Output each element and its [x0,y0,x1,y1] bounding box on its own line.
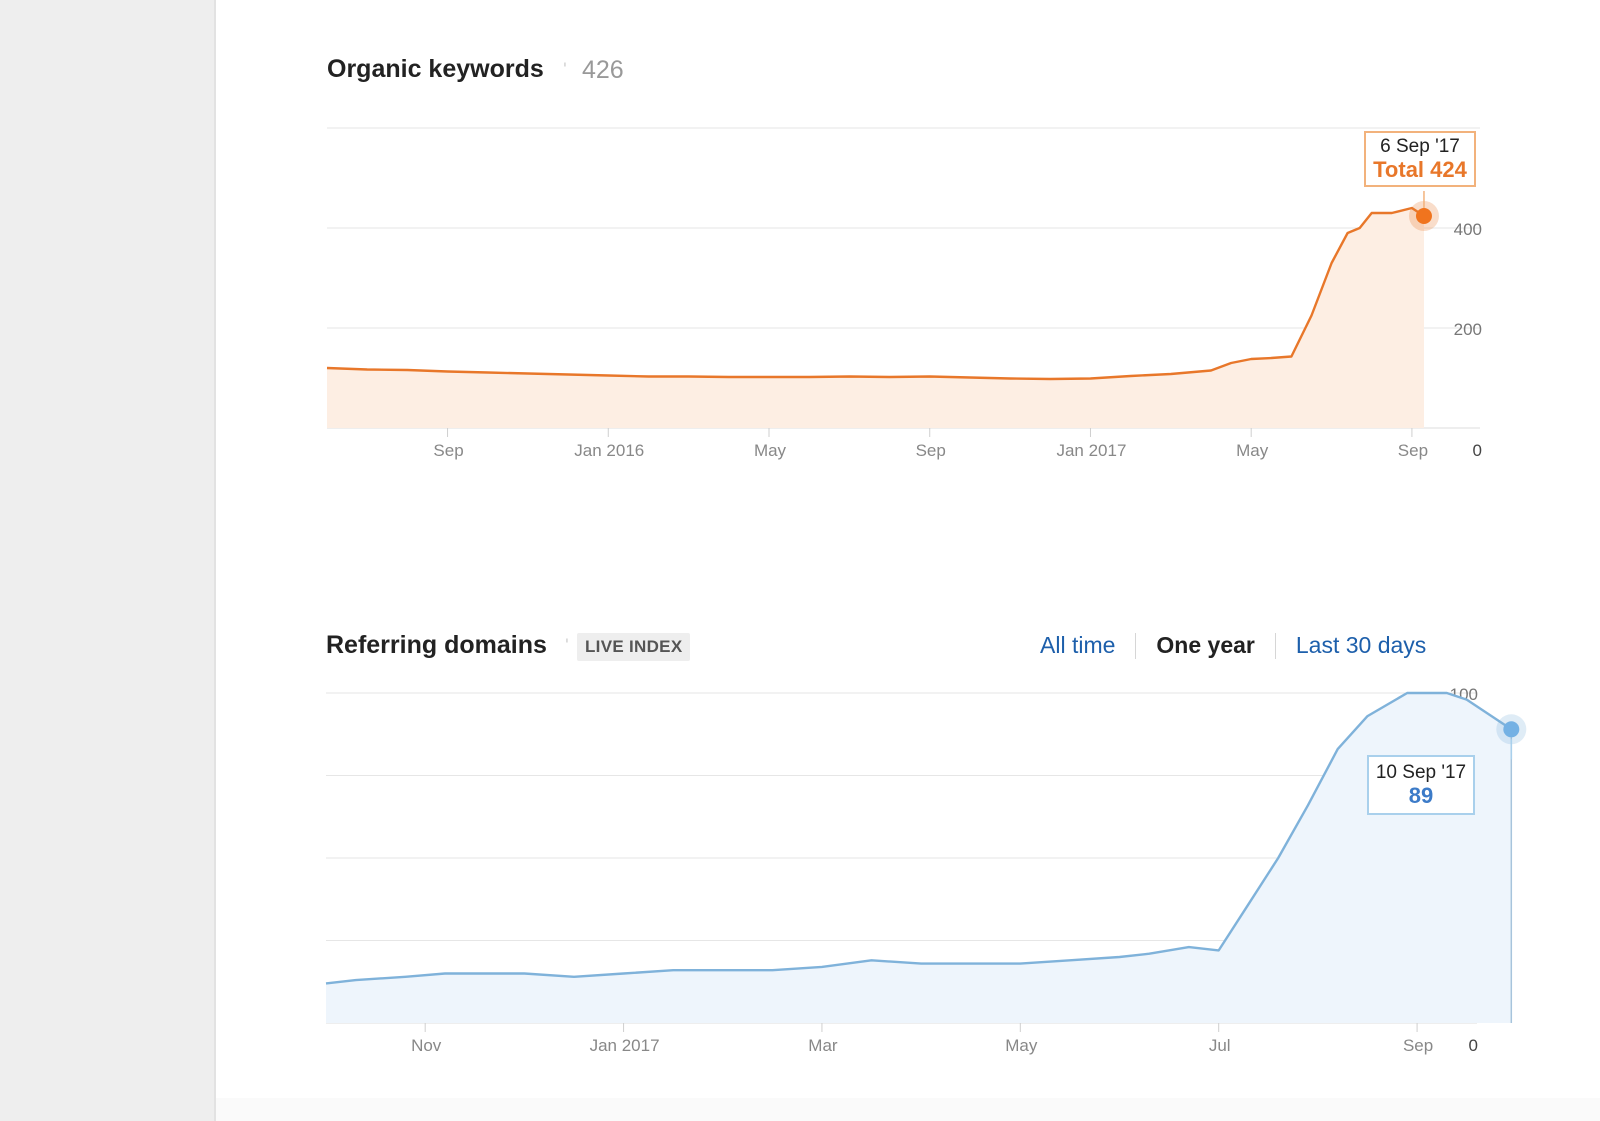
domains-tooltip-value: 89 [1408,782,1434,808]
organic-keywords-count: 426 [582,56,624,84]
y-tick-label: 200 [1454,320,1482,339]
hover-point [1503,721,1520,738]
y-tick-label: 0 [1469,1036,1478,1055]
organic-keywords-title: Organic keywords [327,55,544,83]
keywords-info-icon[interactable]: ⁱ [564,61,566,73]
x-tick-label: Sep [916,441,946,460]
x-tick-label: Nov [411,1036,442,1055]
series-area [327,208,1424,428]
x-tick-label: May [1236,441,1269,460]
x-tick-label: Mar [808,1036,838,1055]
keywords-tooltip-date: 6 Sep '17 [1380,136,1460,157]
live-index-badge: LIVE INDEX [577,633,691,661]
hover-point [1415,208,1432,224]
y-tick-label: 400 [1454,220,1482,239]
tab-divider [1274,632,1276,659]
time-range-tabs: All time One year Last 30 days [1040,632,1426,659]
left-sidebar [0,0,216,1121]
page-footer-band [216,1098,1600,1121]
referring-domains-title: Referring domains [326,631,547,659]
keywords-tooltip-total: Total 424 [1373,156,1467,182]
y-tick-label: 0 [1473,441,1482,460]
x-tick-label: Jan 2017 [590,1036,660,1055]
x-tick-label: Jan 2017 [1056,441,1126,460]
tab-last-30-days[interactable]: Last 30 days [1295,632,1427,658]
keywords-tooltip: 6 Sep '17 Total 424 [1364,131,1476,187]
domains-tooltip: 10 Sep '17 89 [1367,755,1475,815]
x-tick-label: May [1005,1036,1038,1055]
tab-one-year[interactable]: One year [1156,632,1255,658]
x-tick-label: Jan 2016 [574,441,644,460]
x-tick-label: Sep [433,441,463,460]
series-line [326,206,1425,381]
series-area [326,693,1512,1023]
domains-tooltip-date: 10 Sep '17 [1375,762,1467,783]
tab-divider [1135,632,1137,659]
x-tick-label: Sep [1398,441,1428,460]
x-tick-label: May [754,441,787,460]
tab-all-time[interactable]: All time [1040,632,1116,658]
x-tick-label: Sep [1403,1036,1433,1055]
domains-info-icon[interactable]: ⁱ [566,637,568,649]
x-tick-label: Jul [1209,1036,1231,1055]
series-line [325,691,1512,985]
